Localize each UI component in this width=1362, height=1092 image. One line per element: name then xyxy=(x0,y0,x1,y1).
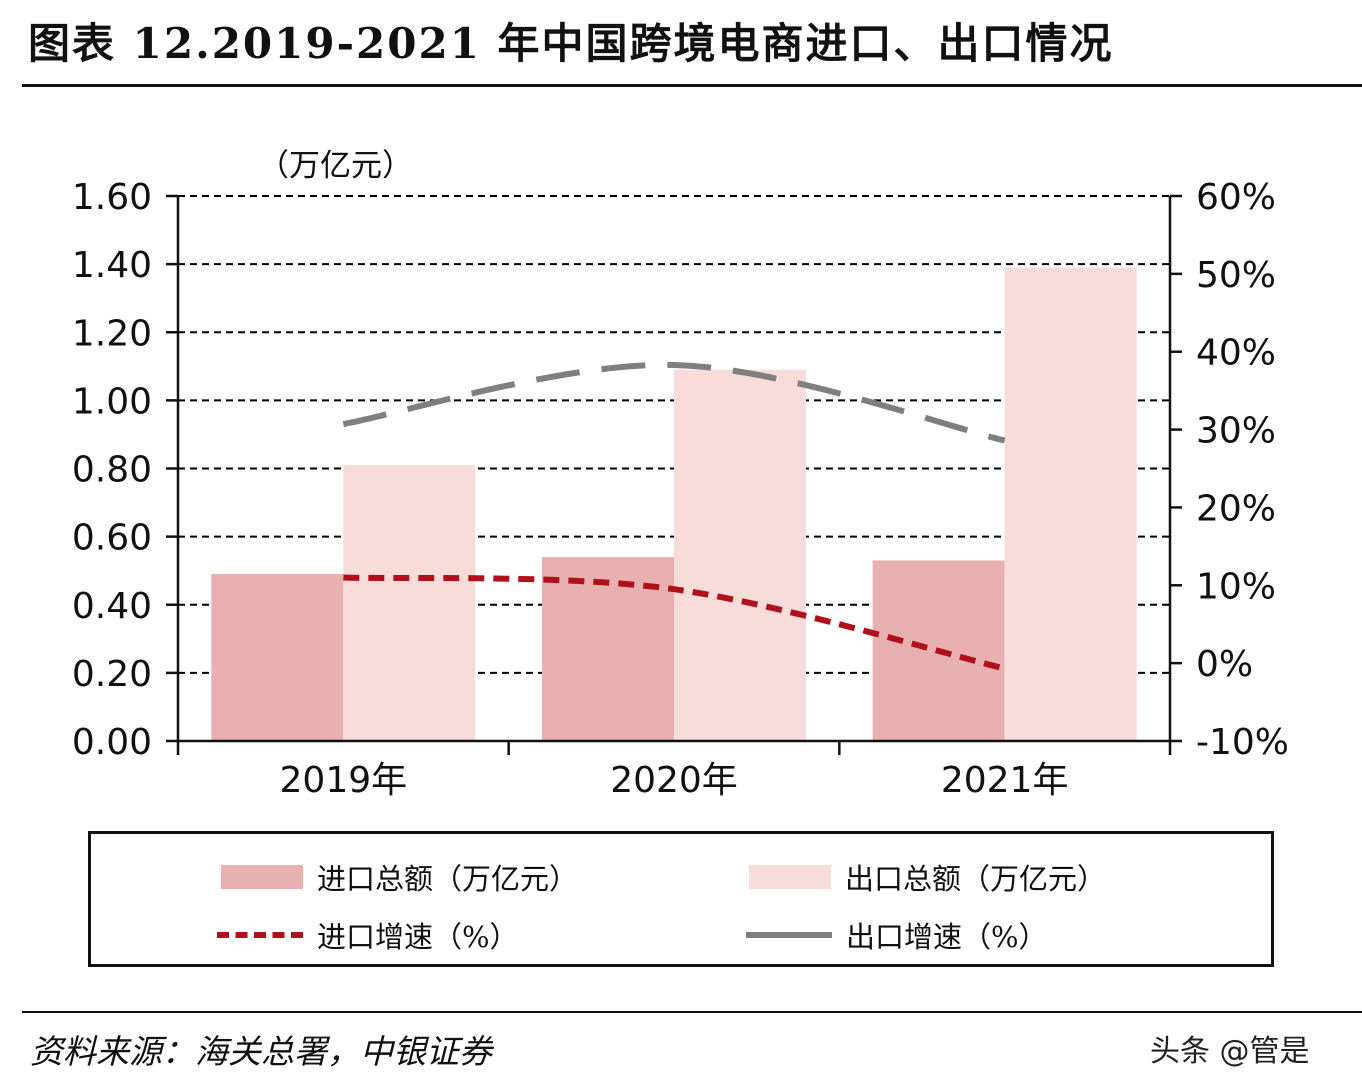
legend-label-export-growth: 出口增速（%） xyxy=(846,920,1048,954)
right-tick-label: 40% xyxy=(1196,333,1276,374)
legend-item-export-total: 出口总额（万亿元） xyxy=(749,856,1106,898)
line-series xyxy=(342,361,1006,672)
left-tick-label: 1.20 xyxy=(72,313,152,354)
right-tick-label: 0% xyxy=(1196,644,1253,685)
right-tick-label: 20% xyxy=(1196,488,1276,529)
export-total-bar-1 xyxy=(674,369,806,741)
export-total-bar-2 xyxy=(1004,267,1137,741)
axes xyxy=(166,194,1182,755)
import-total-bar-0 xyxy=(211,574,344,741)
left-tick-label: 0.00 xyxy=(72,722,152,763)
left-tick-label: 0.20 xyxy=(72,654,152,695)
chart-title: 图表 12.2019-2021 年中国跨境电商进口、出口情况 xyxy=(28,19,1114,68)
source-note: 资料来源：海关总署，中银证券 xyxy=(30,1032,492,1071)
left-tick-label: 1.00 xyxy=(72,381,152,422)
category-label-2: 2021年 xyxy=(941,760,1069,801)
right-tick-label: 60% xyxy=(1196,177,1276,218)
legend-label-import-growth: 进口增速（%） xyxy=(317,920,519,954)
watermark: 头条 @管是 xyxy=(1150,1034,1310,1069)
export-growth-line xyxy=(342,361,1006,444)
legend: 进口总额（万亿元） 出口总额（万亿元） 进口增速（%） 出口增速（%） xyxy=(88,831,1274,967)
legend-label-export-total: 出口总额（万亿元） xyxy=(845,862,1107,896)
legend-item-import-total: 进口总额（万亿元） xyxy=(221,856,578,898)
right-tick-label: 50% xyxy=(1196,255,1276,296)
legend-swatch-import-bar xyxy=(221,865,303,889)
category-label-0: 2019年 xyxy=(280,760,408,801)
right-tick-label: 30% xyxy=(1196,411,1276,452)
title-divider xyxy=(22,84,1362,87)
right-tick-label: -10% xyxy=(1196,722,1289,763)
legend-label-import-total: 进口总额（万亿元） xyxy=(317,862,579,896)
source-divider xyxy=(22,1011,1362,1013)
legend-swatch-export-bar xyxy=(749,865,831,889)
legend-item-import-growth: 进口增速（%） xyxy=(217,914,519,956)
right-tick-label: 10% xyxy=(1196,566,1276,607)
legend-swatch-import-line xyxy=(217,932,303,938)
tick-labels: 0.00 0.20 0.40 0.60 0.80 1.00 1.20 1.40 1.60 -10%… xyxy=(72,177,1289,801)
chart: （万亿元） 0.00 0.20 0.40 0.60 0.80 1.00 1.20 1.40 1.… xyxy=(72,148,1289,801)
left-tick-label: 0.80 xyxy=(72,450,152,491)
left-tick-label: 1.60 xyxy=(72,177,152,218)
import-growth-line xyxy=(343,574,1006,672)
unit-label: （万亿元） xyxy=(258,148,413,184)
legend-swatch-export-line xyxy=(746,932,832,938)
legend-item-export-growth: 出口增速（%） xyxy=(746,914,1048,956)
left-tick-label: 1.40 xyxy=(72,245,152,286)
category-label-1: 2020年 xyxy=(610,760,738,801)
left-tick-label: 0.40 xyxy=(72,586,152,627)
left-tick-label: 0.60 xyxy=(72,518,152,559)
export-total-bar-0 xyxy=(343,465,476,741)
